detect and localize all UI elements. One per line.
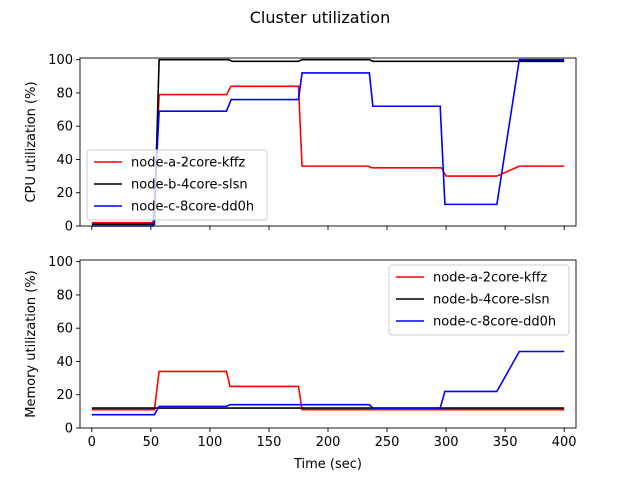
chart1-legend-label-1: node-a-2core-kffz (131, 156, 245, 171)
chart2-xtick-label: 0 (88, 435, 96, 450)
chart2-ytick-label: 20 (56, 388, 73, 403)
chart1-ytick-label: 0 (65, 220, 73, 235)
chart1-ytick-label: 40 (56, 153, 73, 168)
chart2-xtick-label: 100 (197, 435, 222, 450)
figure-title: Cluster utilization (250, 8, 390, 27)
chart2-ytick-label: 40 (56, 355, 73, 370)
chart1-ytick-label: 60 (56, 120, 73, 135)
chart1-ytick-label: 20 (56, 186, 73, 201)
chart2-xtick-label: 50 (143, 435, 160, 450)
chart2-xtick-label: 200 (316, 435, 341, 450)
chart2-ytick-label: 0 (65, 422, 73, 437)
chart1-legend: node-a-2core-kffz node-b-4core-slsn node-c… (86, 149, 268, 221)
chart2-xtick-label: 150 (257, 435, 282, 450)
chart2-xtick-label: 250 (375, 435, 400, 450)
chart2-xtick-label: 300 (434, 435, 459, 450)
chart2-series-line-3 (91, 350, 565, 416)
chart2-xtick-label: 400 (552, 435, 577, 450)
chart1-ytick-label: 80 (56, 86, 73, 101)
chart1-ylabel: CPU utilization (%) (24, 81, 39, 202)
chart2-xtick-label: 350 (493, 435, 518, 450)
chart2-ylabel: Memory utilization (%) (24, 270, 39, 418)
chart1-legend-label-3: node-c-8core-dd0h (131, 200, 254, 215)
charts-container: 0 20 40 60 80 100 CPU utilization (%) node-a-2c… (24, 53, 577, 472)
chart2-xlabel: Time (sec) (293, 457, 362, 472)
chart2-legend-label-1: node-a-2core-kffz (433, 271, 547, 286)
chart2-panel: 0 20 40 60 80 100 0 50 100 150 200 250 300 350 400 Memo… (24, 255, 577, 472)
chart1-series-line-3 (91, 58, 565, 227)
chart1-legend-label-2: node-b-4core-slsn (131, 178, 248, 193)
chart2-ytick-label: 60 (56, 322, 73, 337)
chart1-ytick-label: 100 (48, 53, 73, 68)
chart1-panel: 0 20 40 60 80 100 CPU utilization (%) node-a-2c… (24, 53, 577, 235)
chart2-legend-box (388, 264, 570, 336)
chart1-legend-box (86, 149, 268, 221)
chart2-ytick-label: 100 (48, 255, 73, 270)
chart1-series-line-1 (91, 85, 565, 224)
chart2-legend-label-3: node-c-8core-dd0h (433, 315, 556, 330)
chart2-series-line-1 (91, 370, 565, 411)
chart2-legend-label-2: node-b-4core-slsn (433, 293, 550, 308)
chart2-legend: node-a-2core-kffz node-b-4core-slsn node-c… (388, 264, 570, 336)
chart2-ytick-label: 80 (56, 288, 73, 303)
